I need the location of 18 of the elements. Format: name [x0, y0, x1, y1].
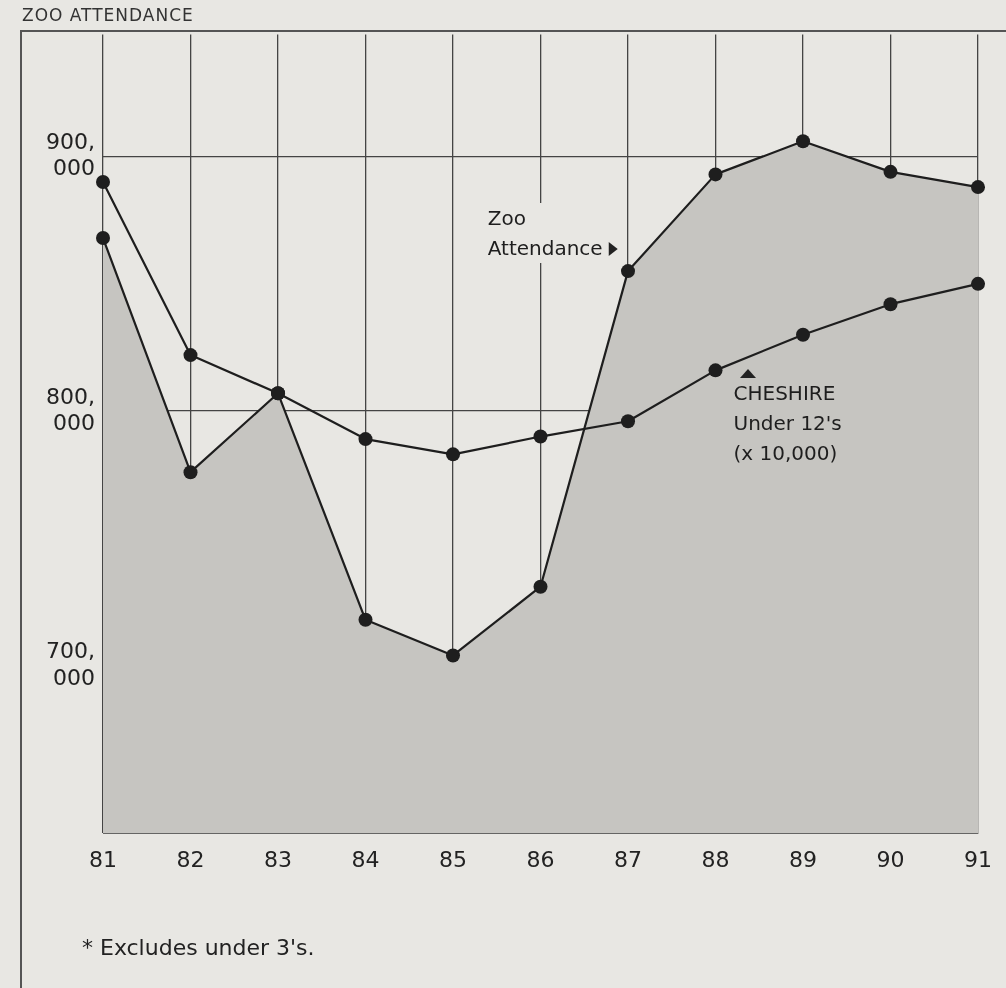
- y-tick-label: 800,000: [46, 383, 95, 436]
- text: * Excludes under 3's.: [82, 935, 315, 960]
- series-label: Zoo Attendance: [487, 205, 604, 263]
- x-tick-label: 86: [526, 846, 555, 872]
- x-tick-label: 90: [876, 846, 905, 872]
- x-tick-label: 89: [789, 846, 817, 872]
- legend-label: CHESHIRE Under 12's (x 10,000): [733, 380, 842, 468]
- x-tick-label: 82: [176, 846, 205, 872]
- chart-title: ZOO ATTENDANCE: [22, 5, 194, 25]
- x-tick-label: 84: [351, 846, 380, 872]
- x-tick-label: 81: [89, 846, 117, 872]
- x-tick-label: 85: [439, 846, 467, 872]
- y-tick-label: 700,000: [46, 638, 95, 690]
- x-tick-label: 87: [614, 846, 642, 872]
- x-tick-label: 88: [701, 846, 730, 872]
- y-tick-label: 900,000: [46, 129, 95, 181]
- x-tick-label: 83: [264, 846, 292, 872]
- x-tick-label: 91: [964, 846, 992, 872]
